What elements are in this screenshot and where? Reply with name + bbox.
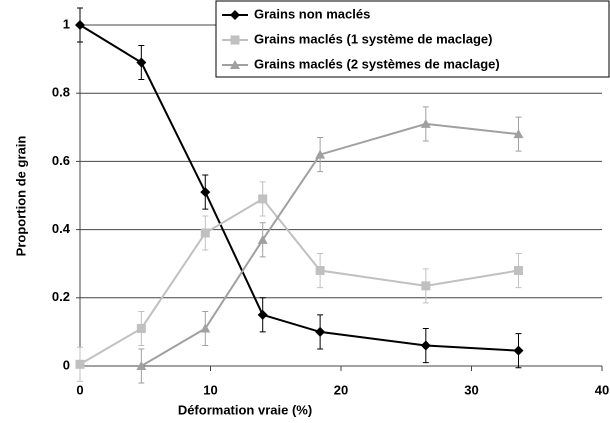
marker (136, 57, 147, 68)
legend-label: Grains non maclés (254, 6, 370, 21)
x-tick-label: 30 (464, 382, 478, 397)
marker (230, 60, 240, 69)
legend-label: Grains maclés (1 système de maclage) (254, 31, 492, 46)
marker (136, 361, 147, 370)
marker (75, 20, 85, 30)
marker (315, 149, 326, 159)
y-axis-label: Proportion de grain (13, 136, 28, 257)
marker (513, 345, 524, 356)
y-tick-label: 0.2 (52, 289, 70, 304)
y-tick-label: 0.6 (52, 153, 70, 168)
marker (513, 266, 523, 276)
marker (75, 359, 85, 369)
y-tick-label: 0 (63, 357, 70, 372)
marker (200, 228, 210, 238)
y-tick-label: 0.8 (52, 85, 70, 100)
marker (315, 266, 325, 276)
marker (421, 281, 431, 291)
series-line (79, 197, 519, 366)
marker (420, 340, 431, 351)
marker (136, 323, 146, 333)
marker (513, 129, 524, 139)
marker (257, 234, 268, 244)
y-tick-label: 1 (63, 16, 70, 31)
x-tick-label: 40 (595, 382, 609, 397)
x-tick-label: 10 (203, 382, 217, 397)
marker (315, 326, 326, 337)
series-line (140, 122, 519, 367)
x-tick-label: 20 (334, 382, 348, 397)
marker (420, 118, 431, 128)
y-tick-label: 0.4 (52, 221, 71, 236)
marker (230, 10, 240, 20)
legend-box (215, 0, 610, 78)
legend-label: Grains maclés (2 systèmes de maclage) (254, 56, 500, 71)
marker (230, 35, 240, 45)
x-tick-label: 0 (76, 382, 83, 397)
marker (258, 194, 268, 204)
marker (257, 309, 268, 320)
x-axis-label: Déformation vraie (%) (178, 402, 312, 417)
marker (200, 323, 211, 333)
marker (200, 187, 211, 198)
